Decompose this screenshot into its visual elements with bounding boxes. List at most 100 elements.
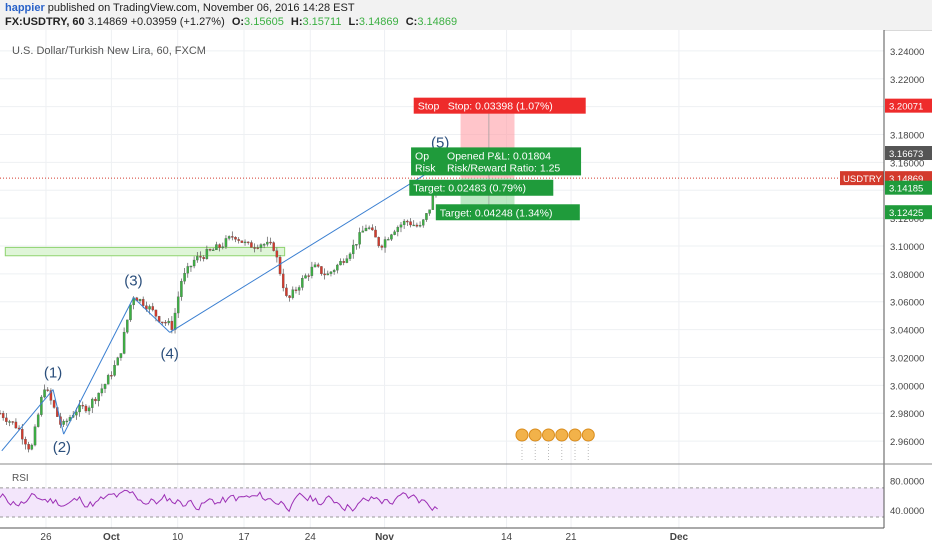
candle-body: [106, 375, 110, 385]
candle-body: [46, 389, 49, 391]
candle-body: [11, 421, 14, 423]
target2-label: Target: 0.04248 (1.34%): [440, 207, 553, 219]
candle-body: [186, 266, 190, 274]
opened-pnl-label: Opened P&L: 0.01804: [447, 150, 551, 162]
rsi-line: [0, 489, 438, 513]
high-value: 3.15711: [302, 16, 342, 28]
close-value: 3.14869: [417, 16, 458, 28]
candle-body: [399, 224, 403, 228]
candle-body: [218, 244, 221, 248]
candle-body: [406, 220, 409, 223]
candle-body: [113, 365, 116, 376]
candle-body: [390, 234, 393, 240]
candle-body: [422, 219, 425, 226]
plot-background: [0, 30, 884, 550]
candle-body: [326, 273, 330, 276]
candle-body: [361, 230, 365, 233]
elliott-wave-label: (1): [44, 364, 62, 381]
low-label: L:: [348, 16, 359, 28]
candle-body: [21, 429, 24, 440]
candle-body: [364, 227, 368, 232]
candle-body: [227, 236, 231, 239]
candle-body: [110, 375, 113, 377]
candle-body: [180, 281, 183, 297]
candle-body: [173, 312, 177, 330]
candle-body: [425, 213, 428, 220]
target1-box: [409, 179, 554, 196]
candle-body: [97, 392, 100, 402]
candle-body: [231, 236, 234, 238]
candle-body: [52, 400, 56, 408]
price-label: 3.14869: [889, 174, 923, 185]
y-tick-label: 2.96000: [890, 437, 924, 448]
candle-body: [202, 257, 205, 260]
target1-label: Target: 0.02483 (0.79%): [413, 183, 526, 195]
x-tick-label: 17: [238, 532, 250, 543]
x-tick-label: Nov: [375, 532, 394, 543]
candle-body: [320, 266, 323, 274]
candle-body: [272, 242, 275, 251]
candle-body: [122, 331, 126, 354]
price-label-box: [885, 146, 932, 161]
candle-body: [266, 241, 269, 245]
x-tick-label: 21: [566, 532, 578, 543]
price-chart[interactable]: USDTRY (1) (2) (3) (4) (5) Stop Stop: 0.03398 …: [0, 30, 932, 550]
y-tick-label: 3.04000: [890, 326, 924, 337]
author-link[interactable]: happier: [5, 2, 45, 14]
symbol-text: FX:USDTRY, 60: [5, 16, 85, 28]
candle-body: [129, 304, 132, 321]
candle-body: [75, 411, 78, 416]
candle-body: [377, 237, 380, 247]
y-tick-label: 3.22000: [890, 75, 924, 86]
drawings: USDTRY (1) (2) (3) (4) (5): [0, 134, 884, 462]
price-label: 3.20071: [889, 102, 923, 113]
y-tick-label: 3.02000: [890, 353, 924, 364]
candle-body: [355, 244, 358, 246]
rsi-tick-label: 80.0000: [890, 477, 924, 488]
candle-body: [103, 384, 107, 389]
candle-body: [211, 249, 215, 252]
candle-body: [141, 299, 145, 306]
rsi-band: [0, 487, 884, 518]
candle-body: [1, 413, 5, 419]
candle-body: [358, 232, 361, 245]
elliott-wave-label: (2): [53, 439, 71, 456]
candle-body: [310, 266, 314, 276]
last-price: 3.14869: [87, 16, 128, 28]
y-tick-label: 3.00000: [890, 381, 924, 392]
y-tick-label: 3.16000: [890, 158, 924, 169]
candle-body: [269, 241, 272, 244]
elliott-wave-label: (3): [124, 272, 142, 289]
candle-body: [246, 241, 250, 244]
candle-body: [91, 398, 94, 408]
x-tick-label: Dec: [670, 532, 689, 543]
candle-body: [316, 264, 320, 267]
y-tick-label: 3.10000: [890, 242, 924, 253]
stop-label-box: [413, 97, 586, 114]
candle-body: [250, 242, 253, 248]
open-label: O:: [231, 16, 245, 28]
rr-behind: Risk: [415, 162, 436, 174]
support-zone: [4, 246, 286, 257]
grid: [0, 30, 884, 528]
candle-body: [189, 265, 193, 268]
candle-body: [164, 321, 167, 324]
y-tick-label: 3.18000: [890, 131, 924, 142]
candle-body: [14, 421, 18, 429]
candle-body: [126, 319, 129, 333]
y-tick-label: 3.12000: [890, 214, 924, 225]
candle-body: [148, 306, 151, 310]
candle-body: [65, 420, 69, 423]
candle-body: [100, 388, 104, 394]
candle-body: [336, 264, 339, 271]
y-tick-label: 2.98000: [890, 409, 924, 420]
rsi-pane: [0, 487, 884, 518]
candle-body: [208, 249, 212, 251]
wave-line: [1, 389, 54, 452]
candle-body: [431, 194, 435, 210]
symbol-badge: [840, 171, 884, 186]
candle-body: [380, 245, 384, 248]
published-text: published on TradingView.com, November 0…: [47, 2, 355, 14]
price-label-box: [885, 180, 932, 195]
